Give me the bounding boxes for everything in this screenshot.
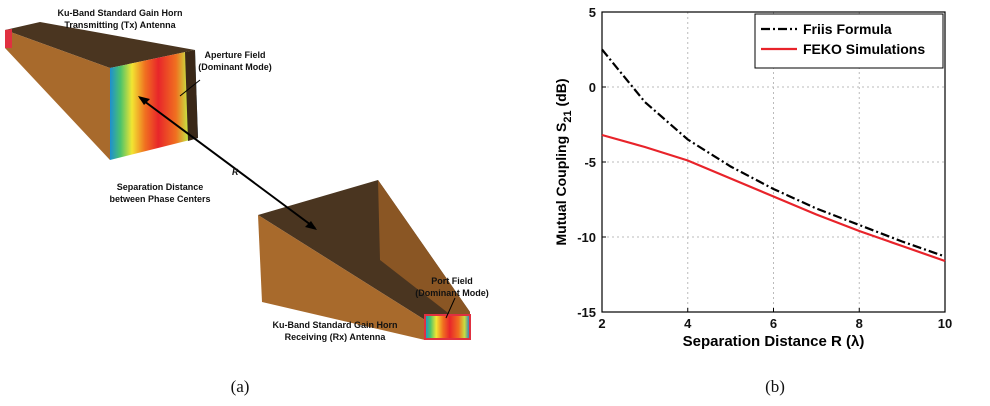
pointer — [179, 79, 201, 97]
aperture-label: Aperture Field — [204, 50, 265, 60]
tx-side — [5, 30, 110, 160]
diagram-a: Ku-Band Standard Gain Horn Transmitting … — [5, 8, 489, 396]
legend-label: Friis Formula — [803, 21, 892, 37]
legend-box — [754, 13, 944, 69]
distance-label: between Phase Centers — [109, 194, 210, 204]
caption: (a) — [231, 377, 250, 396]
tx-top — [5, 22, 195, 68]
port-label: (Dominant Mode) — [415, 288, 489, 298]
distance-arrow — [139, 97, 316, 229]
y-tick-label: 5 — [589, 5, 596, 20]
rx-title: Ku-Band Standard Gain Horn — [272, 320, 397, 330]
x-tick-label: 10 — [938, 316, 952, 331]
y-label-sub: 21 — [562, 110, 574, 122]
arrow-head — [305, 221, 317, 230]
distance-symbol: R — [232, 167, 239, 177]
x-tick-label: 8 — [856, 316, 863, 331]
y-label-main: Mutual Coupling S — [553, 123, 569, 246]
chart-b: 2 4 6 8 10 -15 -10 -5 0 5 Separation Distance R (λ… — [553, 5, 952, 350]
tx-title: Transmitting (Tx) Antenna — [64, 20, 176, 30]
arrow-head — [138, 96, 150, 105]
rx-port — [424, 314, 471, 340]
rx-side — [258, 215, 425, 340]
y-tick-label: 0 — [589, 80, 596, 95]
y-axis-label: Mutual Coupling S21 (dB) — [553, 78, 574, 245]
legend-label: FEKO Simulations — [803, 41, 925, 57]
tx-aperture — [110, 50, 198, 160]
plot-frame — [601, 11, 946, 313]
data-line — [601, 48, 946, 258]
x-tick-label: 4 — [684, 316, 692, 331]
distance-label: Separation Distance — [117, 182, 204, 192]
x-axis-label: Separation Distance R (λ) — [683, 333, 865, 350]
rx-title: Receiving (Rx) Antenna — [285, 332, 387, 342]
tx-title: Ku-Band Standard Gain Horn — [57, 8, 182, 18]
data-line — [601, 133, 946, 263]
aperture-label: (Dominant Mode) — [198, 62, 272, 72]
tx-rim — [185, 50, 198, 141]
y-tick-label: -15 — [577, 305, 596, 320]
caption: (b) — [765, 377, 785, 396]
y-tick-label: -10 — [577, 230, 596, 245]
y-label-unit: (dB) — [553, 78, 569, 110]
x-tick-label: 2 — [598, 316, 605, 331]
tx-port — [5, 29, 12, 48]
pointer — [445, 297, 456, 319]
x-tick-label: 6 — [770, 316, 777, 331]
port-label: Port Field — [431, 276, 473, 286]
y-tick-label: -5 — [584, 155, 596, 170]
rx-face — [378, 180, 470, 330]
